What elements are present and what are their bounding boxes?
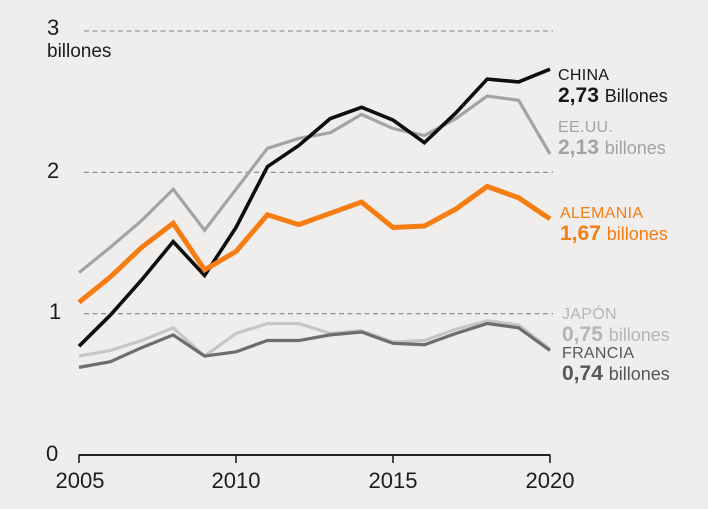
series-name-alemania: ALEMANIA: [560, 205, 644, 222]
series-label-eeuu: EE.UU. 2,13 billones: [558, 118, 666, 159]
series-value-japon: 0,75: [562, 323, 603, 346]
x-axis-label-2015: 2015: [368, 468, 418, 493]
series-line-china: [77, 67, 551, 348]
y-axis-unit-label: billones: [47, 41, 112, 62]
y-axis-label-2: 2: [47, 158, 60, 183]
series-line-eeuu: [77, 94, 552, 274]
series-label-francia: FRANCIA 0,74 billones: [562, 344, 670, 385]
series-name-china: CHINA: [558, 67, 610, 84]
series-label-alemania: ALEMANIA 1,67 billones: [560, 204, 668, 245]
series-label-japon: JAPÓN 0,75 billones: [562, 305, 670, 346]
series-name-japon: JAPÓN: [562, 306, 617, 323]
y-axis-label-3: 3: [47, 15, 60, 40]
y-axis-label-1: 1: [49, 299, 62, 324]
x-axis-label-2020: 2020: [525, 468, 575, 493]
series-line-japon: [78, 319, 551, 359]
series-unit-japon: billones: [608, 325, 670, 345]
series-unit-francia: billones: [608, 364, 670, 384]
series-name-francia: FRANCIA: [562, 345, 635, 362]
x-axis-label-2005: 2005: [55, 468, 105, 493]
series-label-china: CHINA 2,73 Billones: [558, 66, 668, 107]
series-line-francia: [78, 321, 551, 369]
series-line-alemania: [77, 183, 552, 305]
series-value-francia: 0,74: [562, 362, 603, 385]
y-axis-label-0: 0: [46, 441, 59, 466]
series-value-alemania: 1,67: [560, 222, 601, 245]
series-name-eeuu: EE.UU.: [558, 119, 614, 136]
series-value-eeuu: 2,13: [558, 136, 599, 159]
x-axis-label-2010: 2010: [211, 468, 261, 493]
series-unit-alemania: billones: [606, 224, 668, 244]
series-value-china: 2,73: [558, 84, 599, 107]
series-unit-eeuu: billones: [604, 138, 666, 158]
series-unit-china: Billones: [604, 86, 668, 106]
